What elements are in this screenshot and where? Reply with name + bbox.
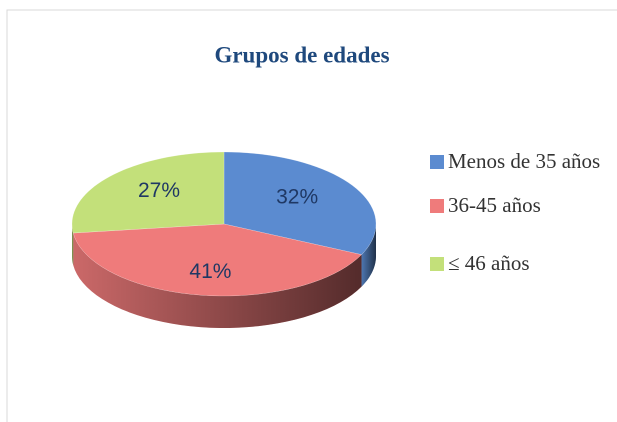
legend-item: 36-45 años [430, 192, 610, 218]
data-label: 32% [276, 185, 318, 208]
legend: Menos de 35 años 36-45 años ≤ 46 años [430, 148, 610, 276]
chart-title: Grupos de edades [214, 42, 389, 67]
legend-swatch [430, 155, 444, 169]
legend-item: Menos de 35 años [430, 148, 610, 174]
slice [223, 151, 377, 255]
legend-swatch [430, 199, 444, 213]
slice-side-shade [72, 224, 74, 266]
slice-side-shade [361, 224, 376, 287]
legend-item: ≤ 46 años [430, 250, 610, 276]
legend-label: ≤ 46 años [448, 251, 530, 275]
pie: 32% 41% 27% [71, 151, 377, 328]
slice [72, 223, 363, 297]
data-label: 27% [138, 179, 180, 202]
legend-label: 36-45 años [448, 193, 541, 217]
slice [71, 151, 225, 234]
legend-swatch [430, 257, 444, 271]
chart-frame [6, 9, 617, 422]
legend-label: Menos de 35 años [448, 149, 601, 173]
data-label: 41% [189, 260, 231, 283]
slice-side-shade [73, 233, 362, 328]
